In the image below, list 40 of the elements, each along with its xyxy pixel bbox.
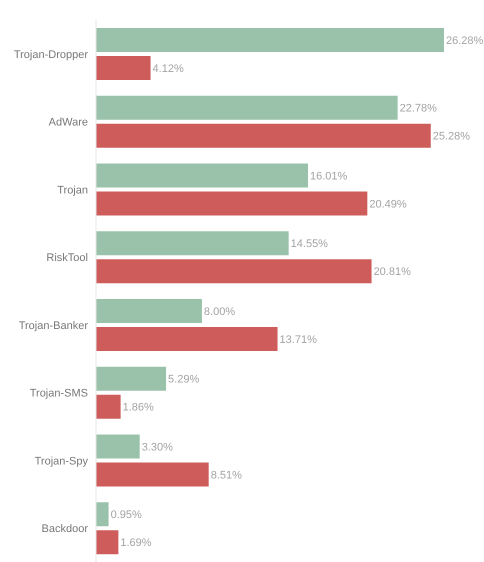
data-label: 14.55% (290, 238, 328, 250)
y-tick-label: Trojan-Banker (18, 320, 88, 332)
data-label: 26.28% (446, 34, 484, 47)
bar (96, 124, 431, 148)
y-tick-label: Backdoor (42, 523, 88, 536)
bar (96, 164, 308, 188)
bar (96, 530, 118, 554)
bar (96, 394, 121, 419)
data-label: 5.29% (168, 374, 200, 386)
data-label: 13.71% (280, 334, 318, 346)
data-label: 0.95% (110, 509, 142, 522)
bar (96, 462, 209, 486)
data-label: 16.01% (310, 170, 348, 182)
bar (96, 502, 109, 526)
data-label: 22.78% (400, 102, 438, 115)
y-tick-label: Trojan (57, 184, 88, 196)
y-tick-label: Trojan-Dropper (14, 48, 88, 61)
bar (96, 96, 398, 120)
y-tick-label: Trojan-SMS (30, 388, 88, 400)
bar (96, 327, 278, 351)
data-label: 1.86% (122, 402, 154, 414)
bar (96, 299, 202, 323)
data-label: 20.81% (374, 266, 412, 278)
y-tick-label: Trojan-Spy (34, 455, 88, 468)
data-label: 8.51% (210, 469, 242, 482)
data-label: 3.30% (142, 441, 174, 454)
data-label: 25.28% (432, 130, 470, 143)
bar (96, 231, 289, 256)
y-tick-label: AdWare (48, 116, 88, 129)
data-label: 8.00% (204, 306, 236, 318)
data-label: 1.69% (120, 537, 152, 550)
bar (96, 56, 151, 80)
bar (96, 366, 166, 391)
data-label: 4.12% (152, 62, 184, 75)
bar (96, 259, 372, 284)
y-tick-label: RiskTool (46, 252, 88, 264)
data-label: 20.49% (369, 198, 407, 210)
bar (96, 434, 140, 458)
bar (96, 28, 444, 52)
bar (96, 192, 368, 216)
